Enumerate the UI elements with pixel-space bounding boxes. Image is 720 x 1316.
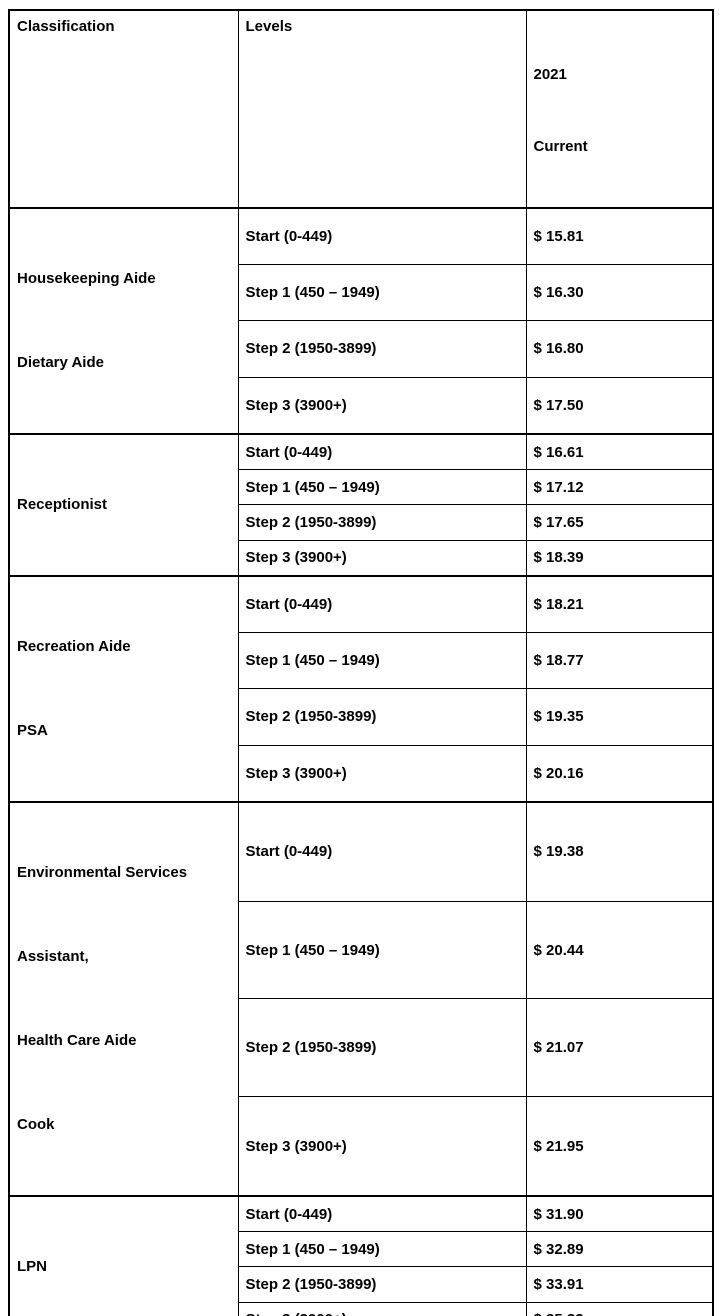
classification-cell: Receptionist	[8, 433, 239, 577]
level-cell: Step 1 (450 – 1949)	[237, 900, 527, 1000]
classification-cell: LPN	[8, 1195, 239, 1316]
value-cell: $ 21.95	[525, 1096, 714, 1197]
table-row: Environmental Services Assistant, Health…	[8, 800, 714, 1197]
level-cell: Start (0-449)	[237, 207, 527, 266]
table-row: Step 1 (450 – 1949) $ 17.12	[9, 469, 714, 506]
header-classification: Classification	[8, 9, 239, 209]
level-cell: Start (0-449)	[237, 575, 527, 634]
table-row: Step 2 (1950-3899) $ 17.65	[9, 504, 714, 541]
value-cell: $ 21.07	[525, 998, 714, 1098]
classification-cell: Recreation Aide PSA	[8, 575, 239, 803]
value-cell: $ 20.16	[525, 744, 714, 803]
classification-cell: Housekeeping Aide Dietary Aide	[8, 207, 239, 435]
level-cell: Step 3 (3900+)	[237, 1096, 527, 1197]
classification-line: Receptionist	[17, 496, 108, 513]
classification-line: Dietary Aide	[17, 354, 104, 371]
value-cell: $ 16.30	[525, 264, 714, 322]
value-cell: $ 35.32	[525, 1301, 714, 1316]
table-row: Step 1 (450 – 1949) $ 16.30	[9, 264, 714, 322]
classification-line: Assistant,	[17, 948, 89, 965]
table-row: Step 2 (1950-3899) $ 16.80	[9, 320, 714, 378]
header-year-line1: 2021	[533, 66, 567, 83]
level-cell: Step 1 (450 – 1949)	[237, 469, 527, 506]
level-cell: Step 1 (450 – 1949)	[237, 264, 527, 322]
value-cell: $ 31.90	[525, 1195, 714, 1233]
value-cell: $ 19.35	[525, 688, 714, 746]
level-cell: Start (0-449)	[237, 1195, 527, 1233]
table-row: Receptionist Start (0-449) $ 16.61	[8, 433, 714, 577]
level-cell: Step 1 (450 – 1949)	[237, 1231, 527, 1268]
table-row: Housekeeping Aide Dietary Aide Start (0-…	[8, 207, 714, 435]
value-cell: $ 17.12	[525, 469, 714, 506]
header-levels: Levels	[237, 9, 527, 209]
table-row: Step 3 (3900+) $ 17.50	[9, 376, 714, 435]
value-cell: $ 20.44	[525, 900, 714, 1000]
value-cell: $ 18.21	[525, 575, 714, 634]
table-row: Recreation Aide PSA Start (0-449) $ 18.2…	[8, 575, 714, 803]
value-cell: $ 33.91	[525, 1266, 714, 1303]
value-cell: $ 19.38	[525, 800, 714, 902]
level-cell: Step 1 (450 – 1949)	[237, 632, 527, 690]
value-cell: $ 16.80	[525, 320, 714, 378]
level-cell: Step 2 (1950-3899)	[237, 688, 527, 746]
level-cell: Step 3 (3900+)	[237, 539, 527, 577]
value-cell: $ 17.50	[525, 376, 714, 435]
level-cell: Step 3 (3900+)	[237, 376, 527, 435]
value-cell: $ 18.77	[525, 632, 714, 690]
wage-table: Classification Levels 2021 Current House…	[8, 9, 714, 1316]
level-cell: Step 2 (1950-3899)	[237, 998, 527, 1098]
table-row: LPN Start (0-449) $ 31.90	[8, 1195, 714, 1316]
level-cell: Step 2 (1950-3899)	[237, 504, 527, 541]
classification-line: Cook	[17, 1116, 55, 1133]
classification-line: Housekeeping Aide	[17, 270, 156, 287]
classification-line: PSA	[17, 722, 48, 739]
level-cell: Step 3 (3900+)	[237, 1301, 527, 1316]
value-cell: $ 16.61	[525, 433, 714, 471]
classification-cell: Environmental Services Assistant, Health…	[8, 801, 239, 1197]
classification-line: Environmental Services	[17, 864, 188, 881]
value-cell: $ 17.65	[525, 504, 714, 541]
header-year: 2021 Current	[525, 9, 714, 209]
header-row: Classification Levels 2021 Current	[8, 9, 714, 209]
level-cell: Start (0-449)	[237, 433, 527, 471]
classification-line: Recreation Aide	[17, 638, 131, 655]
level-cell: Step 2 (1950-3899)	[237, 1266, 527, 1303]
header-year-line2: Current	[533, 138, 588, 155]
level-cell: Step 2 (1950-3899)	[237, 320, 527, 378]
level-cell: Step 3 (3900+)	[237, 744, 527, 803]
value-cell: $ 18.39	[525, 539, 714, 577]
table-row: Step 3 (3900+) $ 18.39	[9, 539, 714, 577]
value-cell: $ 15.81	[525, 207, 714, 266]
level-cell: Start (0-449)	[237, 800, 527, 902]
classification-line: LPN	[17, 1258, 47, 1275]
classification-line: Health Care Aide	[17, 1032, 137, 1049]
value-cell: $ 32.89	[525, 1231, 714, 1268]
